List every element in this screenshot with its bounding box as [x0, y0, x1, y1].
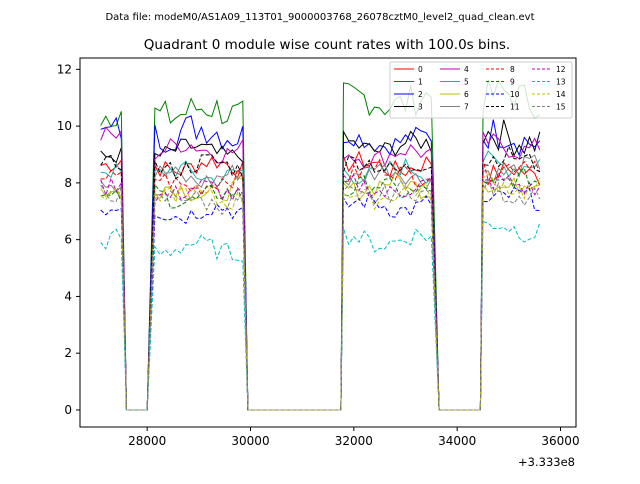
y-tick-label: 8: [64, 176, 72, 190]
y-ticks: 0 2 4 6 8 10 12: [57, 62, 80, 417]
legend-label-6: 6: [464, 90, 469, 99]
series-line-15: [100, 176, 541, 411]
legend-label-12: 12: [556, 65, 566, 74]
legend-label-4: 4: [464, 65, 469, 74]
y-tick-label: 6: [64, 233, 72, 247]
axes-frame: [79, 57, 577, 428]
suptitle: Data file: modeM0/AS1A09_113T01_90000037…: [105, 12, 534, 23]
x-tick-label: 34000: [438, 434, 476, 448]
y-tick-label: 2: [64, 346, 72, 360]
x-offset-label: +3.333e8: [518, 455, 575, 469]
legend-label-10: 10: [510, 90, 520, 99]
legend-label-11: 11: [510, 103, 520, 112]
x-tick-label: 36000: [541, 434, 579, 448]
x-ticks: 28000 30000 32000 34000 36000: [128, 427, 580, 448]
y-tick-label: 0: [64, 403, 72, 417]
legend-label-9: 9: [510, 78, 515, 87]
legend-label-3: 3: [418, 103, 423, 112]
legend-label-8: 8: [510, 65, 515, 74]
legend-label-0: 0: [418, 65, 423, 74]
plot-lines: [100, 79, 541, 411]
x-tick-label: 32000: [335, 434, 373, 448]
legend-label-13: 13: [556, 78, 566, 87]
legend-label-7: 7: [464, 103, 469, 112]
x-tick-label: 30000: [231, 434, 269, 448]
legend-label-1: 1: [418, 78, 423, 87]
chart-title: Quadrant 0 module wise count rates with …: [144, 37, 510, 53]
y-tick-label: 4: [64, 289, 72, 303]
x-tick-label: 28000: [128, 434, 166, 448]
legend-box: [389, 61, 573, 119]
legend-label-5: 5: [464, 78, 469, 87]
legend-label-2: 2: [418, 90, 423, 99]
legend-label-14: 14: [556, 90, 566, 99]
axes: [79, 57, 577, 428]
y-tick-label: 10: [57, 119, 72, 133]
legend-label-15: 15: [556, 103, 566, 112]
y-tick-label: 12: [57, 62, 72, 76]
